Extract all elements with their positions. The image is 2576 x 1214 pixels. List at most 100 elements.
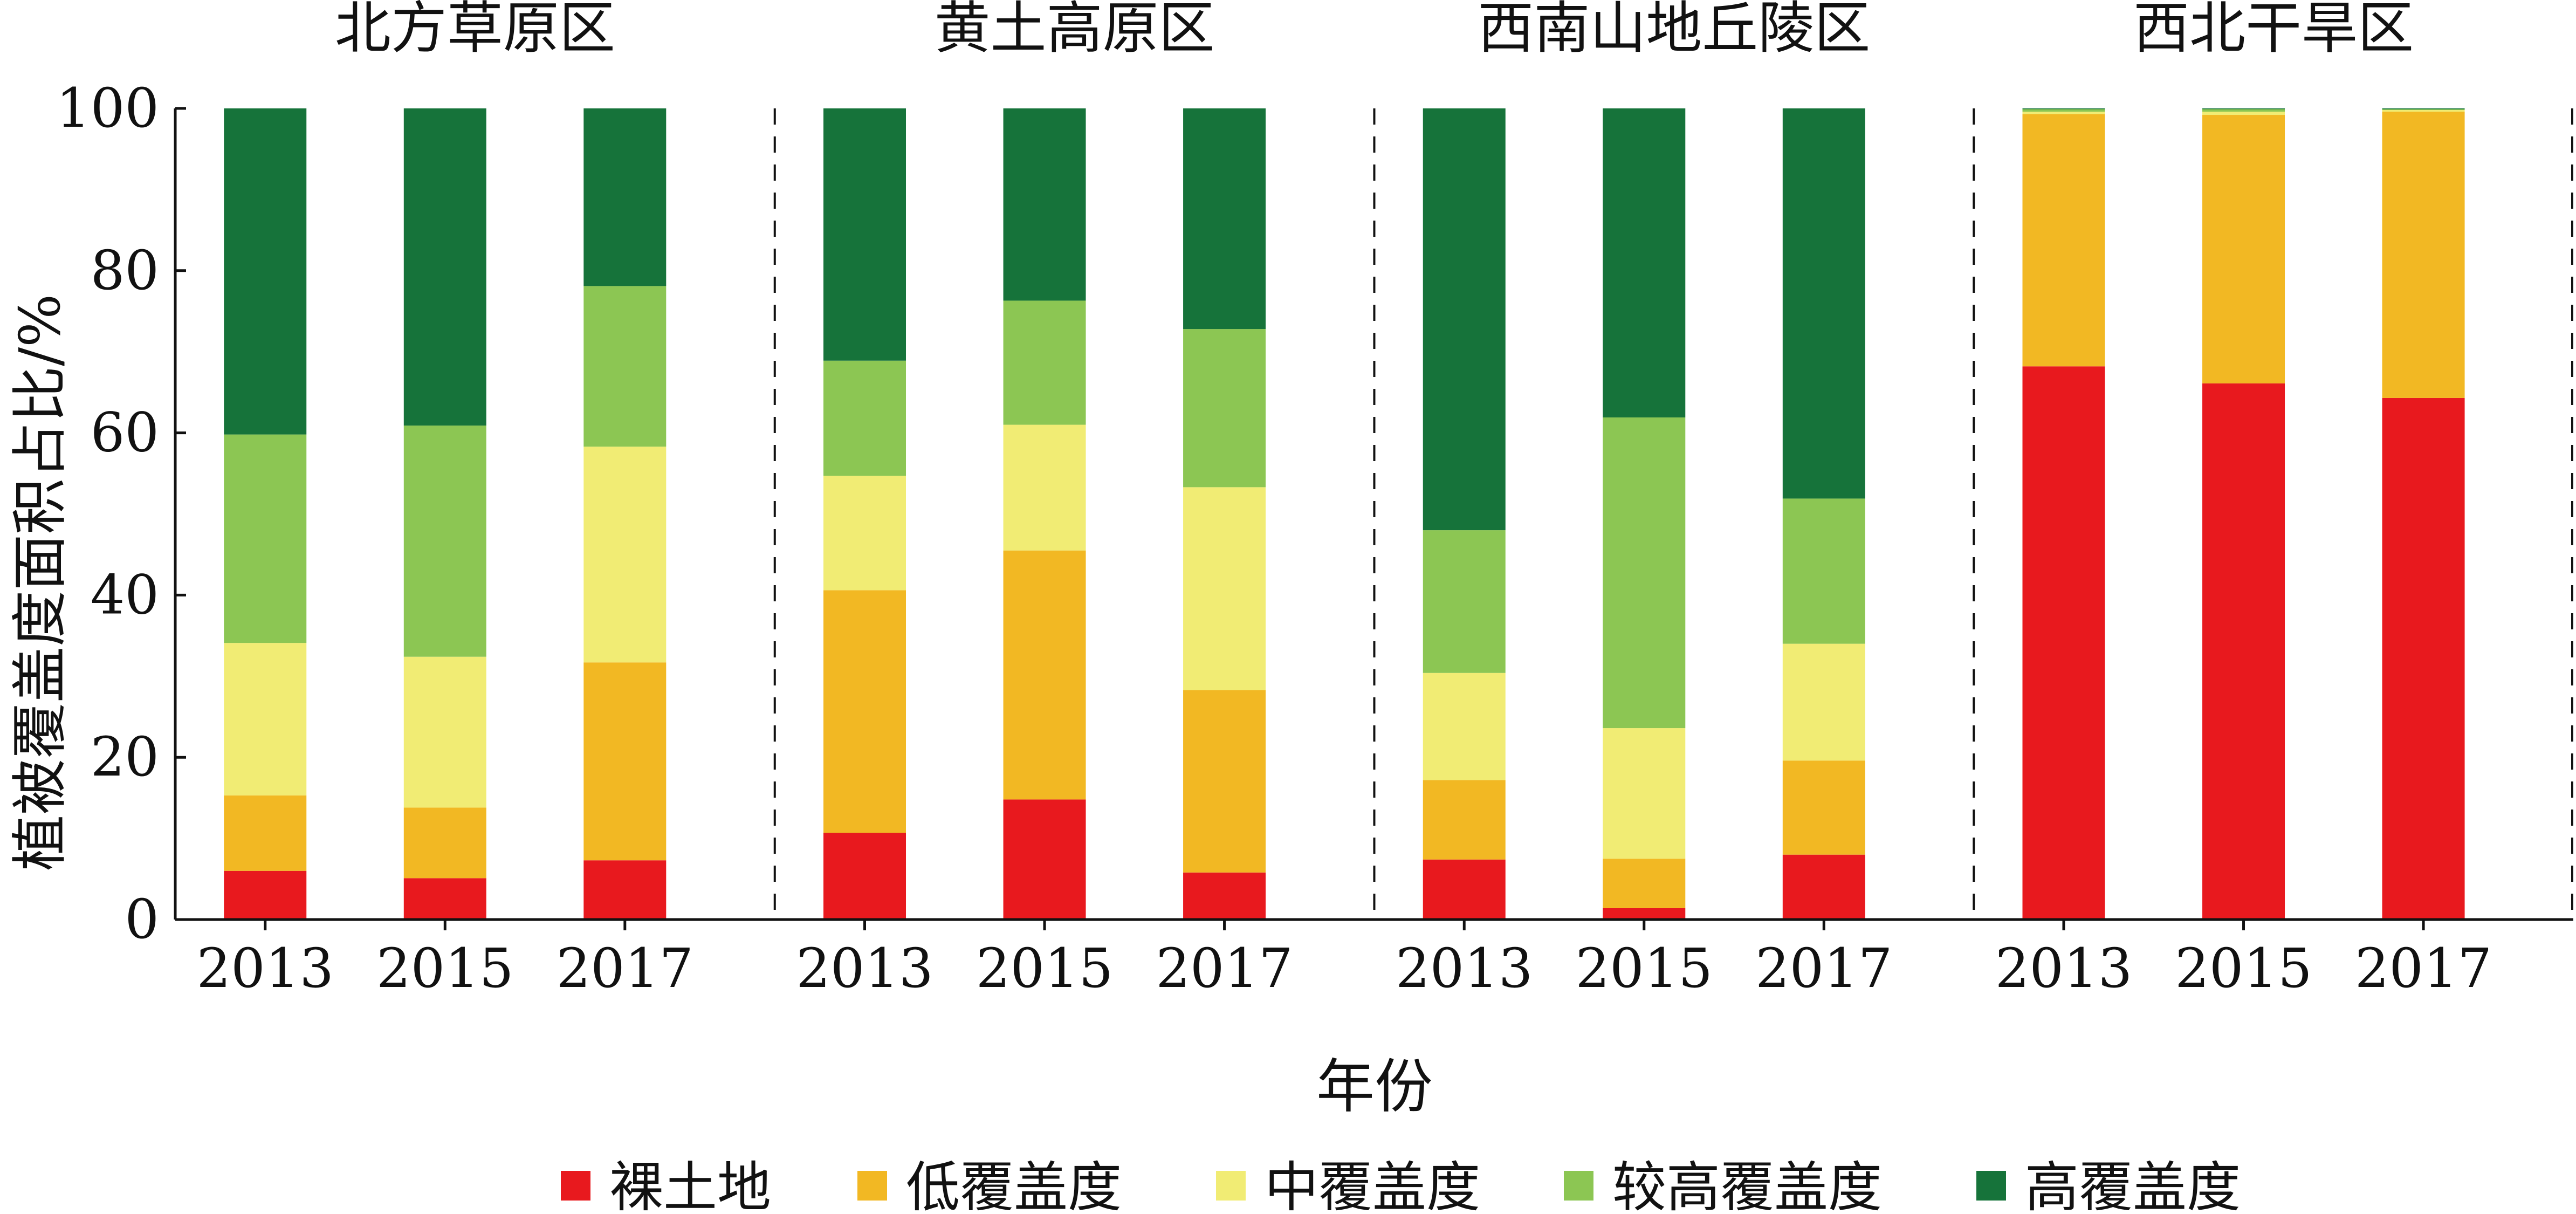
bar-segment bbox=[2202, 383, 2285, 920]
bar-segment bbox=[403, 426, 486, 657]
bars-layer bbox=[224, 108, 2465, 920]
legend-label: 中覆盖度 bbox=[1265, 1156, 1480, 1214]
region-title: 黄土高原区 bbox=[935, 0, 1215, 61]
bar-segment bbox=[403, 656, 486, 808]
x-tick-label: 2015 bbox=[1576, 937, 1713, 1000]
bar-segment bbox=[2382, 397, 2465, 920]
y-tick-label: 40 bbox=[91, 563, 159, 626]
legend-label: 裸土地 bbox=[609, 1156, 771, 1214]
x-tick-label: 2013 bbox=[796, 937, 933, 1000]
y-axis-title: 植被覆盖度面积占比/% bbox=[7, 294, 73, 871]
y-tick-label: 0 bbox=[125, 888, 159, 951]
bar-segment bbox=[583, 860, 667, 920]
bar-segment bbox=[2022, 366, 2105, 920]
legend-label: 较高覆盖度 bbox=[1612, 1156, 1882, 1214]
labels-layer: 年份 植被覆盖度面积占比/% 0 20 40 60 80 100 北方草原区 2013 2015… bbox=[7, 0, 2492, 1121]
legend-swatch bbox=[1564, 1171, 1593, 1201]
bar-segment bbox=[2202, 112, 2285, 115]
bar-segment bbox=[823, 360, 906, 476]
bar-segment bbox=[403, 807, 486, 879]
bar-segment bbox=[1423, 530, 1506, 673]
axes-layer bbox=[174, 107, 2573, 930]
bar-segment bbox=[2022, 112, 2105, 114]
bar-segment bbox=[1603, 908, 1686, 920]
bar-segment bbox=[1423, 780, 1506, 860]
bar-segment bbox=[1003, 108, 1086, 301]
region-title: 西北干旱区 bbox=[2133, 0, 2414, 61]
legend-label: 高覆盖度 bbox=[2025, 1156, 2241, 1214]
bar-segment bbox=[1003, 300, 1086, 425]
legend-swatch bbox=[1216, 1171, 1246, 1201]
bar-segment bbox=[1423, 108, 1506, 531]
bar-segment bbox=[2202, 115, 2285, 383]
bar-segment bbox=[1603, 417, 1686, 729]
bar-segment bbox=[1423, 673, 1506, 780]
region-title: 北方草原区 bbox=[335, 0, 615, 61]
bar-segment bbox=[1183, 690, 1266, 873]
bar-segment bbox=[583, 286, 667, 447]
bar-segment bbox=[1782, 108, 1865, 499]
bar-segment bbox=[1603, 108, 1686, 418]
bar-segment bbox=[1003, 550, 1086, 800]
bar-segment bbox=[583, 662, 667, 861]
bar-segment bbox=[1603, 859, 1686, 908]
bar-segment bbox=[2382, 112, 2465, 398]
bar-segment bbox=[2022, 108, 2105, 109]
bar-segment bbox=[403, 108, 486, 426]
bar-segment bbox=[1183, 108, 1266, 330]
bar-segment bbox=[1003, 424, 1086, 551]
region-title: 西南山地丘陵区 bbox=[1478, 0, 1870, 61]
legend-item: 裸土地 bbox=[561, 1156, 771, 1214]
bar-segment bbox=[224, 870, 307, 920]
bar-segment bbox=[224, 434, 307, 643]
bar-segment bbox=[583, 108, 667, 286]
bar-segment bbox=[583, 447, 667, 663]
bar-segment bbox=[2022, 109, 2105, 112]
bar-segment bbox=[224, 643, 307, 795]
bar-segment bbox=[403, 878, 486, 920]
legend-item: 较高覆盖度 bbox=[1564, 1156, 1882, 1214]
bar-segment bbox=[2022, 114, 2105, 367]
x-tick-label: 2013 bbox=[1396, 937, 1533, 1000]
legend-swatch bbox=[1976, 1171, 2006, 1201]
x-tick-label: 2017 bbox=[1755, 937, 1893, 1000]
legend: 裸土地 低覆盖度 中覆盖度 较高覆盖度 高覆盖度 bbox=[561, 1156, 2241, 1214]
x-tick-label: 2017 bbox=[2355, 937, 2492, 1000]
legend-item: 低覆盖度 bbox=[857, 1156, 1122, 1214]
x-tick-label: 2015 bbox=[976, 937, 1114, 1000]
x-axis-title: 年份 bbox=[1316, 1053, 1433, 1121]
y-tick-label: 100 bbox=[56, 77, 159, 140]
legend-swatch bbox=[857, 1171, 887, 1201]
x-tick-label: 2013 bbox=[197, 937, 334, 1000]
bar-segment bbox=[1782, 854, 1865, 920]
bar-segment bbox=[1423, 859, 1506, 920]
x-tick-label: 2017 bbox=[557, 937, 694, 1000]
legend-label: 低覆盖度 bbox=[906, 1156, 1122, 1214]
bar-segment bbox=[823, 590, 906, 833]
bar-segment bbox=[2382, 109, 2465, 111]
legend-item: 高覆盖度 bbox=[1976, 1156, 2241, 1214]
bar-segment bbox=[224, 108, 307, 435]
bar-segment bbox=[1183, 329, 1266, 488]
bar-segment bbox=[2202, 108, 2285, 109]
bar-segment bbox=[2202, 109, 2285, 112]
bar-segment bbox=[2382, 110, 2465, 112]
legend-swatch bbox=[561, 1171, 590, 1201]
bar-segment bbox=[224, 795, 307, 871]
y-tick-label: 20 bbox=[91, 725, 159, 788]
legend-item: 中覆盖度 bbox=[1216, 1156, 1480, 1214]
bar-segment bbox=[823, 476, 906, 591]
bar-segment bbox=[1183, 872, 1266, 920]
bar-segment bbox=[1782, 643, 1865, 761]
bar-segment bbox=[1782, 498, 1865, 644]
x-tick-label: 2013 bbox=[1995, 937, 2133, 1000]
x-tick-label: 2015 bbox=[376, 937, 514, 1000]
bar-segment bbox=[1183, 487, 1266, 690]
y-tick-label: 60 bbox=[91, 401, 159, 464]
bar-segment bbox=[823, 833, 906, 920]
bar-segment bbox=[2382, 108, 2465, 109]
x-tick-label: 2017 bbox=[1156, 937, 1293, 1000]
x-tick-label: 2015 bbox=[2175, 937, 2312, 1000]
